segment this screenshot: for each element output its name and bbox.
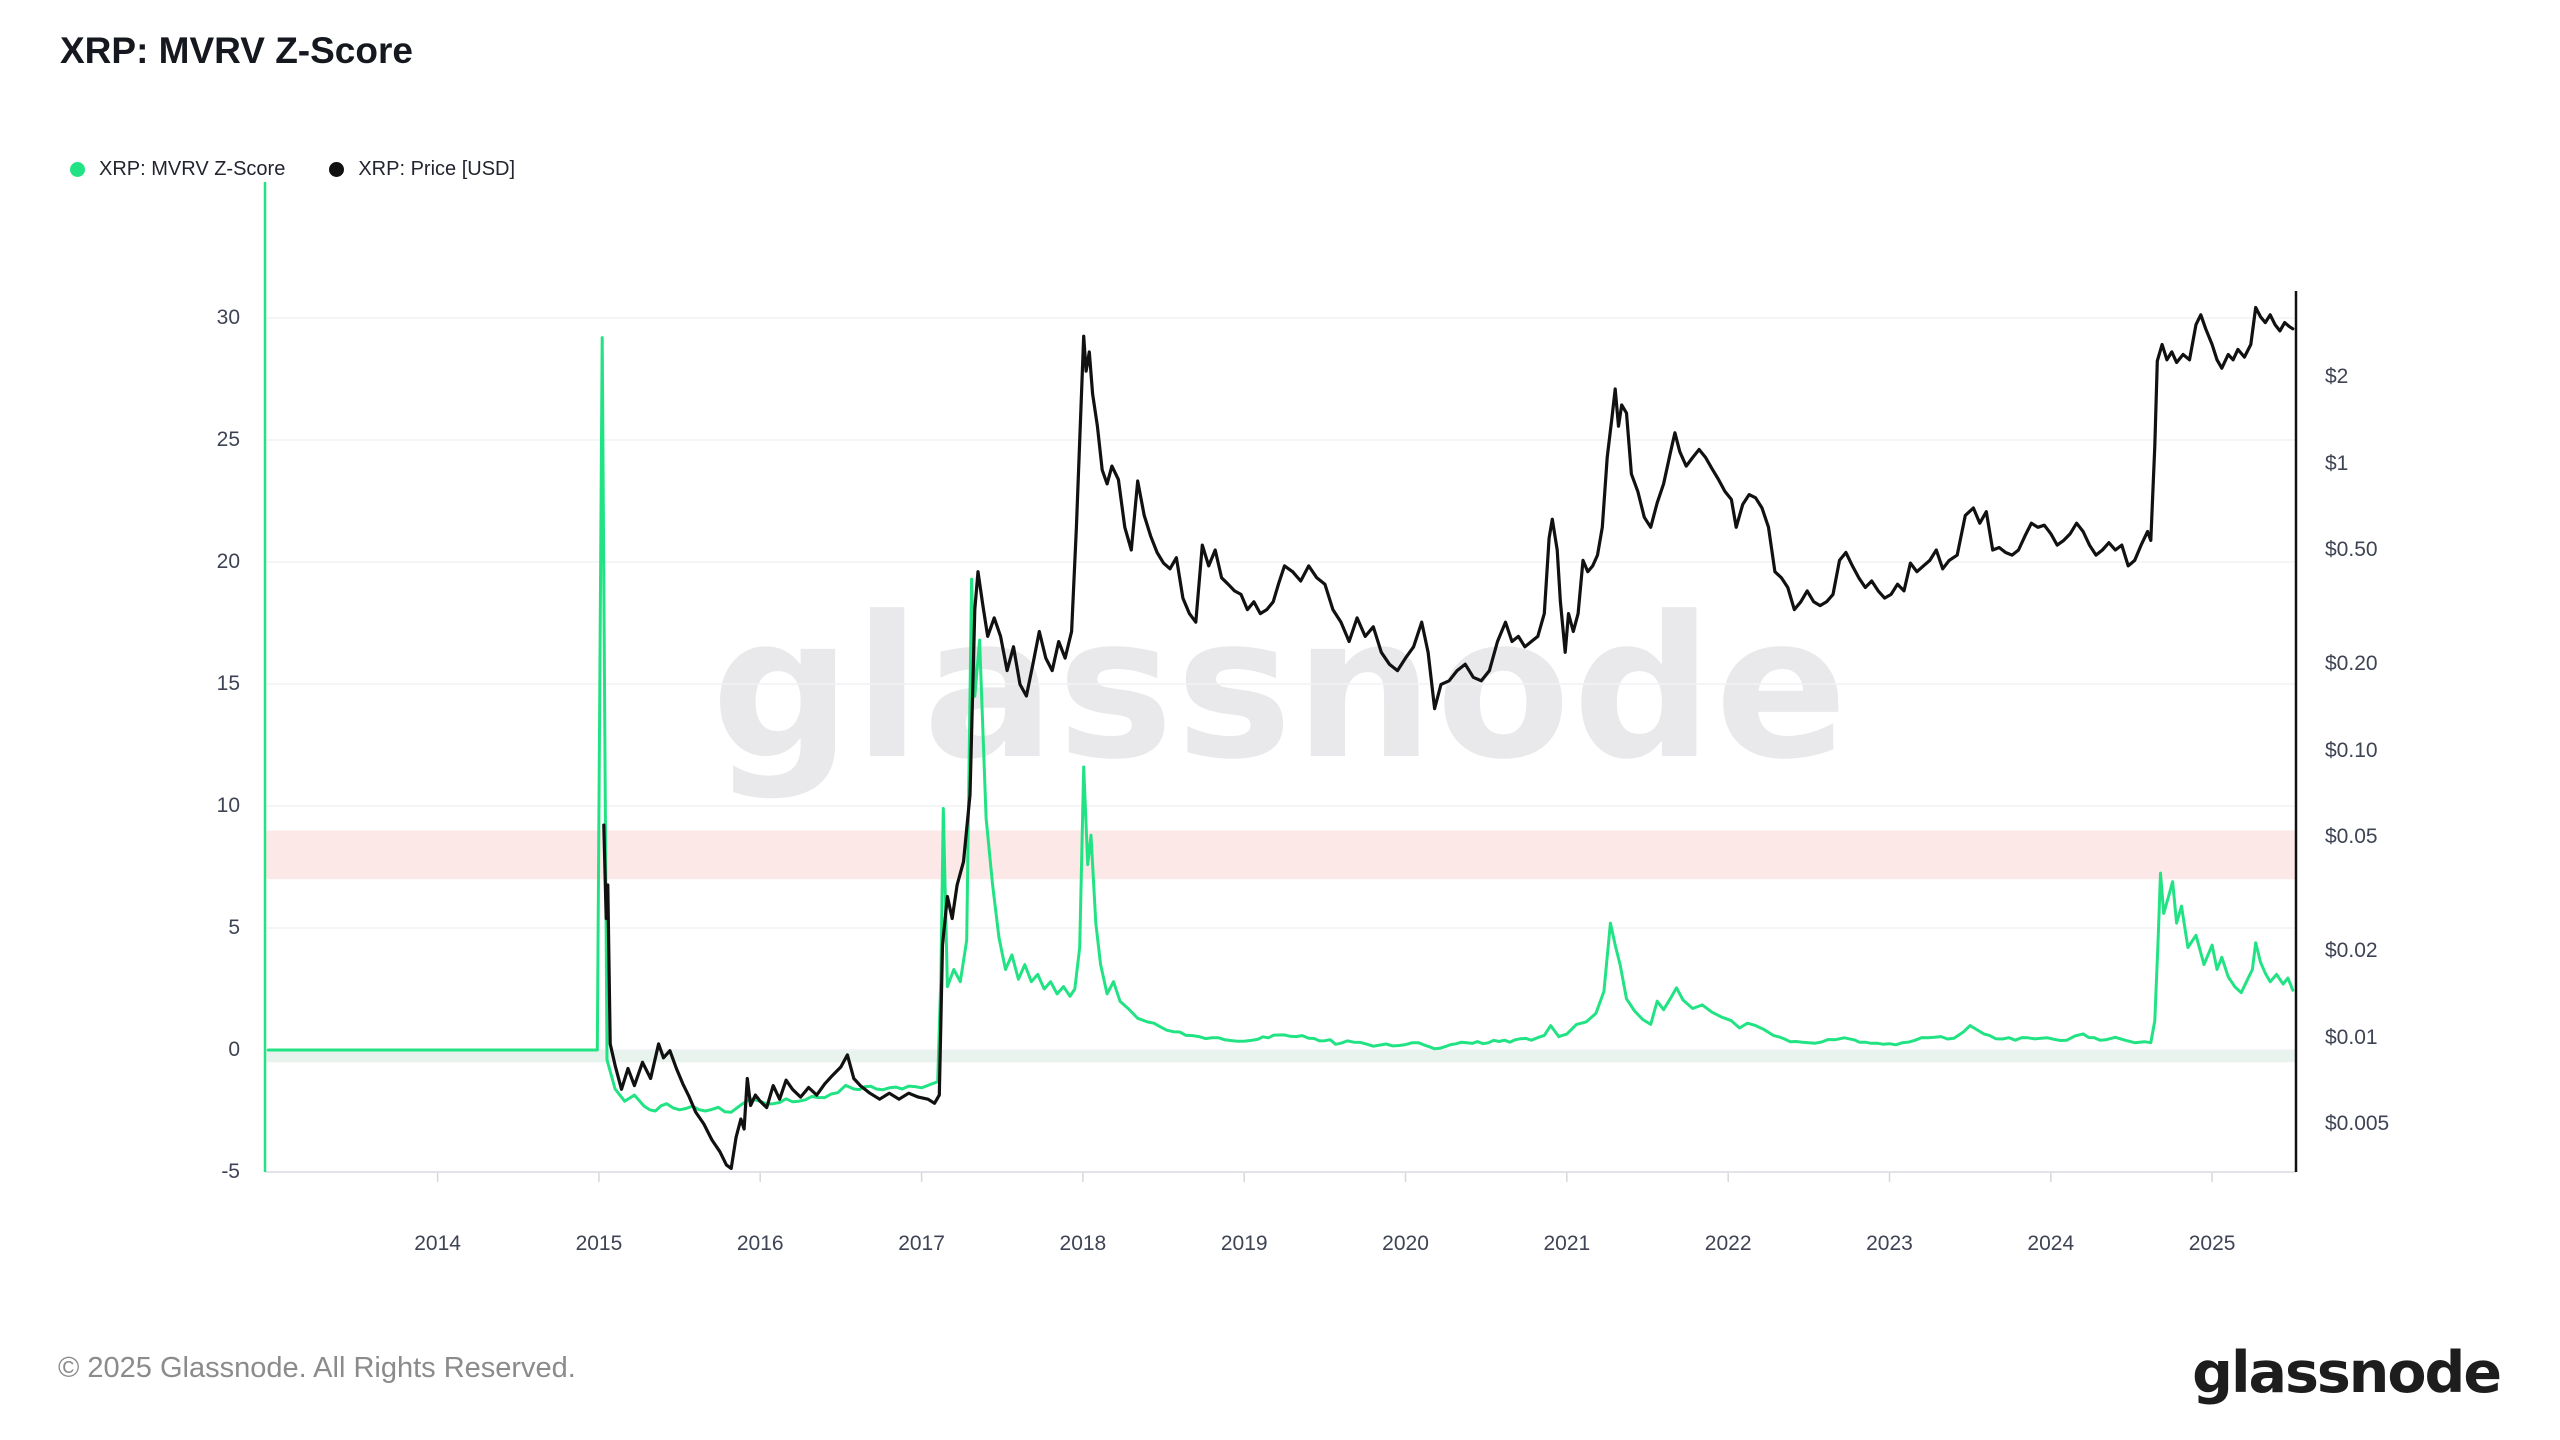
x-axis-label: 2024	[2027, 1232, 2075, 1255]
y-axis-left-label: 25	[216, 428, 240, 452]
x-axis-label: 2018	[1059, 1232, 1107, 1255]
y-axis-right-label: $0.20	[2325, 652, 2378, 676]
y-axis-left-label: 0	[228, 1038, 240, 1061]
series-mvrv-line	[266, 336, 2295, 1114]
x-axis-label: 2022	[1704, 1232, 1752, 1255]
y-axis-right-label: $0.50	[2325, 537, 2378, 561]
x-axis-label: 2021	[1543, 1232, 1591, 1255]
legend-item[interactable]: XRP: MVRV Z-Score	[70, 158, 285, 181]
x-axis-label: 2015	[575, 1232, 623, 1255]
glassnode-logo: glassnode	[2192, 1340, 2502, 1406]
legend-dot-icon	[70, 162, 85, 177]
footer-copyright: © 2025 Glassnode. All Rights Reserved.	[58, 1352, 576, 1384]
series-price-line	[602, 305, 2295, 1170]
x-axis-label: 2014	[414, 1232, 461, 1255]
x-axis-label: 2019	[1220, 1232, 1268, 1255]
y-axis-left-label: 10	[216, 794, 240, 818]
y-axis-right-label: $0.10	[2325, 738, 2378, 762]
y-axis-left-label: 15	[216, 672, 240, 696]
legend-label: XRP: MVRV Z-Score	[99, 158, 286, 180]
y-axis-left-label: 30	[216, 306, 240, 330]
legend-dot-icon	[329, 162, 345, 177]
page-title: XRP: MVRV Z-Score	[60, 30, 413, 71]
y-axis-right-label: $0.01	[2325, 1025, 2378, 1049]
legend: XRP: MVRV Z-Score XRP: Price [USD]	[70, 158, 515, 181]
x-axis-label: 2017	[898, 1232, 945, 1255]
legend-label: XRP: Price [USD]	[358, 158, 516, 180]
x-axis-label: 2020	[1382, 1232, 1429, 1255]
undervalued-zone	[265, 1050, 2296, 1063]
y-axis-right-label: $1	[2325, 451, 2349, 475]
y-axis-right-label: $2	[2325, 365, 2349, 389]
y-axis-right-label: $0.02	[2325, 939, 2378, 963]
legend-item[interactable]: XRP: Price [USD]	[329, 158, 515, 181]
y-axis-right-label: $0.05	[2325, 824, 2378, 848]
y-axis-left-label: 5	[228, 916, 240, 939]
y-axis-left-label: 20	[216, 550, 240, 574]
x-axis-label: 2016	[736, 1232, 784, 1255]
x-axis-label: 2025	[2188, 1232, 2236, 1255]
y-axis-left-label: -5	[221, 1160, 240, 1183]
x-axis-label: 2023	[1866, 1232, 1913, 1255]
overvalued-zone	[265, 830, 2296, 880]
y-axis-right-label: $0.005	[2325, 1111, 2390, 1135]
